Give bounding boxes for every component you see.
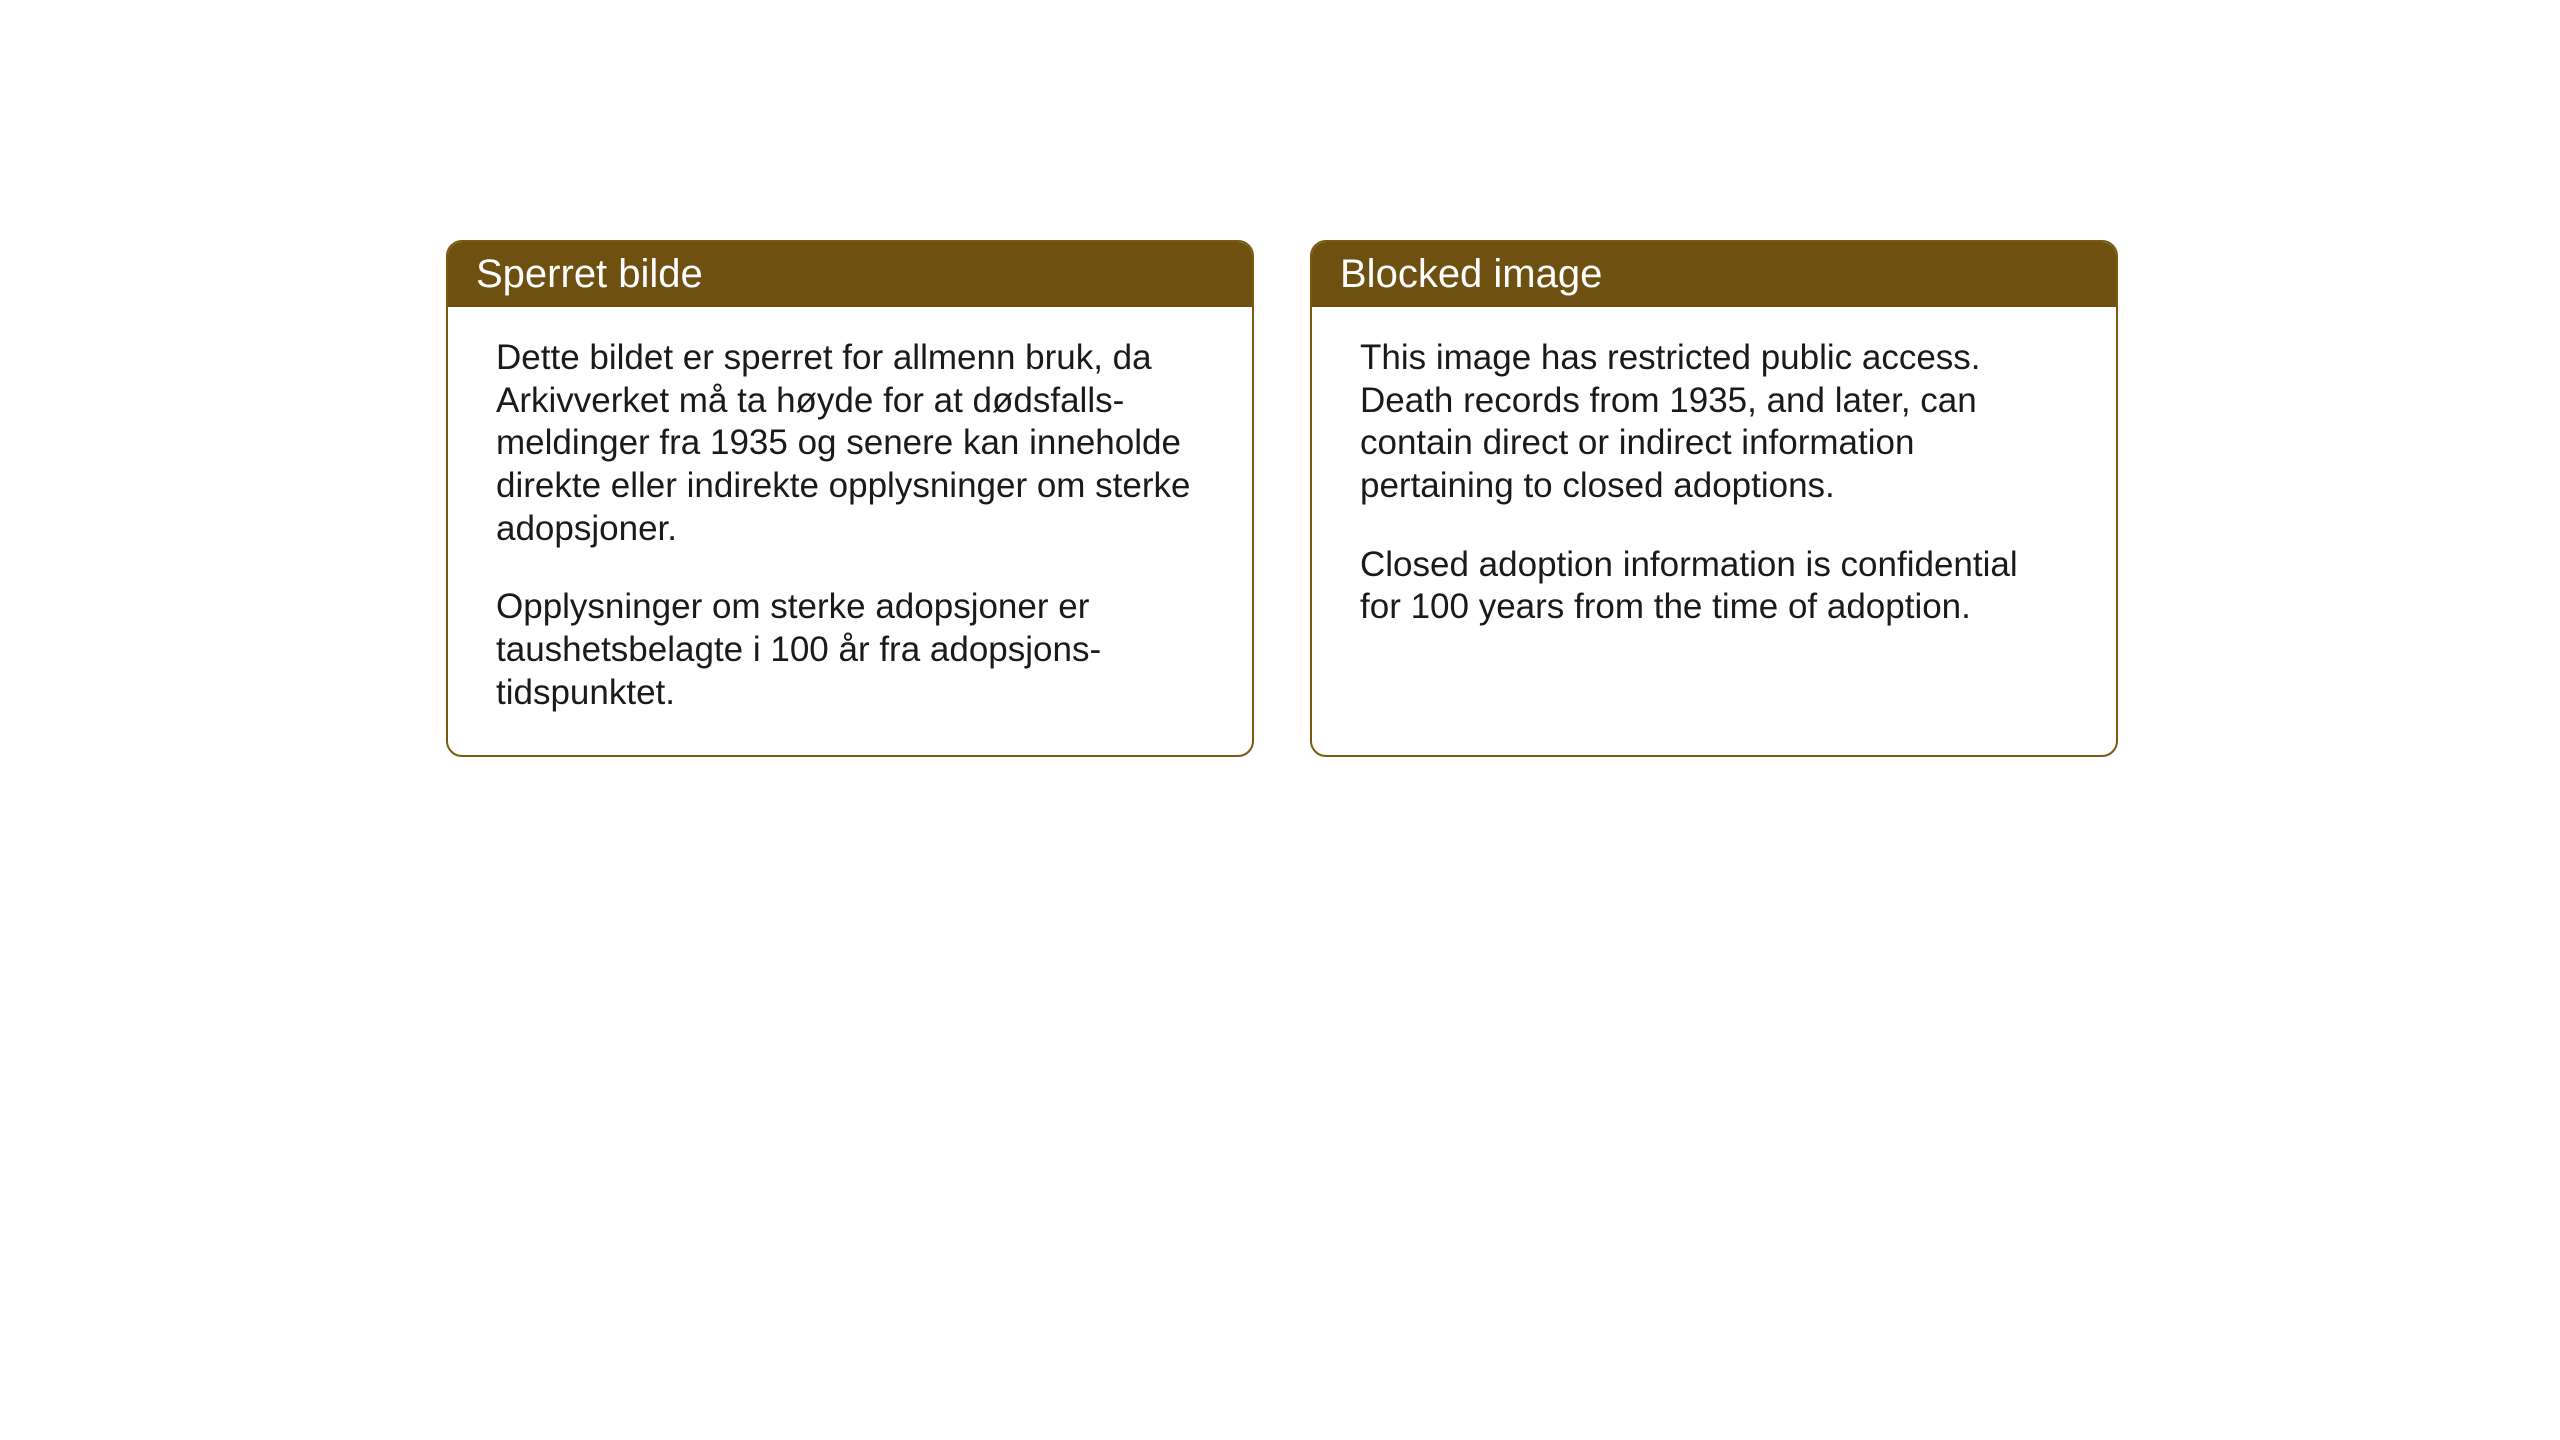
- card-body-norwegian: Dette bildet er sperret for allmenn bruk…: [448, 307, 1252, 755]
- info-cards-container: Sperret bilde Dette bildet er sperret fo…: [446, 240, 2118, 757]
- info-card-norwegian: Sperret bilde Dette bildet er sperret fo…: [446, 240, 1254, 757]
- info-card-english: Blocked image This image has restricted …: [1310, 240, 2118, 757]
- card-title-norwegian: Sperret bilde: [448, 242, 1252, 307]
- card-paragraph: This image has restricted public access.…: [1360, 337, 2068, 508]
- card-paragraph: Closed adoption information is confident…: [1360, 544, 2068, 629]
- card-body-english: This image has restricted public access.…: [1312, 307, 2116, 747]
- card-title-english: Blocked image: [1312, 242, 2116, 307]
- card-paragraph: Opplysninger om sterke adopsjoner er tau…: [496, 586, 1204, 714]
- card-paragraph: Dette bildet er sperret for allmenn bruk…: [496, 337, 1204, 550]
